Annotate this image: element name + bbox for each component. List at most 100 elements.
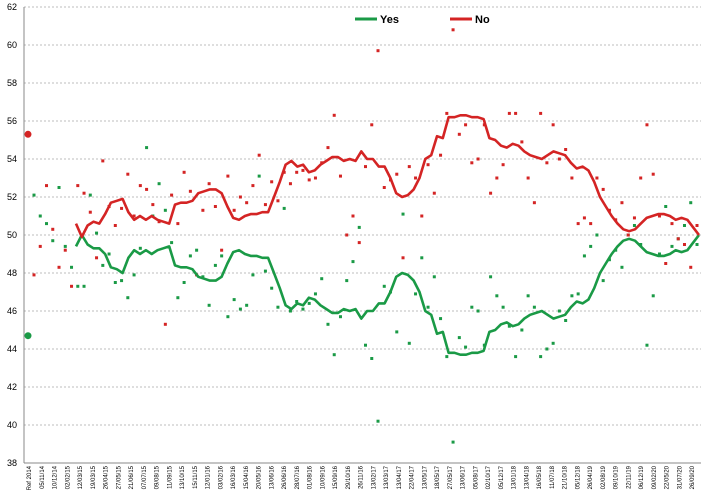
- poll-point-no: [657, 214, 661, 218]
- poll-point-yes: [213, 263, 217, 267]
- x-tick-label: 13/01/18: [512, 465, 518, 489]
- x-tick-label: 05/08/17: [473, 465, 479, 489]
- poll-point-yes: [251, 273, 255, 277]
- poll-point-yes: [120, 279, 124, 283]
- poll-point-yes: [445, 355, 449, 359]
- poll-point-no: [51, 227, 55, 231]
- x-tick-label: 29/10/16: [346, 465, 352, 489]
- poll-point-no: [70, 284, 74, 288]
- poll-point-no: [639, 176, 643, 180]
- poll-point-no: [220, 248, 224, 252]
- poll-point-no: [476, 157, 480, 161]
- poll-point-no: [138, 184, 142, 188]
- poll-point-no: [545, 161, 549, 165]
- poll-point-no: [151, 203, 155, 207]
- x-tick-label: 10/12/14: [53, 465, 59, 489]
- poll-point-yes: [539, 355, 543, 359]
- poll-point-yes: [570, 294, 574, 298]
- x-tick-label: 15/09/16: [333, 465, 339, 489]
- poll-point-no: [620, 201, 624, 205]
- poll-point-yes: [439, 317, 443, 321]
- poll-point-no: [295, 170, 299, 174]
- poll-point-no: [682, 243, 686, 246]
- poll-point-no: [489, 191, 493, 195]
- poll-point-yes: [395, 330, 399, 334]
- poll-point-yes: [57, 186, 61, 189]
- poll-point-no: [576, 222, 580, 226]
- referendum-no-marker: [24, 130, 32, 138]
- poll-point-yes: [170, 241, 174, 245]
- poll-point-yes: [51, 239, 55, 243]
- poll-point-yes: [495, 294, 499, 298]
- poll-point-yes: [107, 252, 111, 256]
- x-tick-label: 18/05/17: [435, 465, 441, 489]
- poll-point-yes: [288, 309, 292, 313]
- poll-point-no: [564, 148, 568, 151]
- x-tick-label: 13/04/17: [397, 465, 403, 489]
- x-tick-label: Ref 2014: [27, 465, 33, 490]
- poll-point-no: [551, 123, 555, 127]
- x-tick-label: 21/06/15: [129, 465, 135, 489]
- y-tick-label: 48: [7, 268, 17, 278]
- poll-point-no: [313, 176, 317, 180]
- poll-point-no: [113, 224, 117, 227]
- x-tick-label: 09/02/20: [652, 465, 658, 489]
- poll-point-yes: [307, 301, 311, 305]
- poll-point-no: [163, 322, 167, 326]
- poll-point-yes: [345, 279, 349, 283]
- poll-point-no: [364, 165, 367, 169]
- x-tick-label: 02/02/15: [65, 465, 71, 489]
- poll-point-yes: [420, 256, 424, 260]
- poll-point-yes: [113, 281, 117, 284]
- poll-point-no: [470, 161, 474, 165]
- poll-point-no: [382, 186, 386, 189]
- legend-no-label: No: [475, 14, 490, 26]
- poll-point-no: [76, 184, 80, 188]
- poll-point-no: [132, 214, 136, 218]
- y-tick-label: 42: [7, 382, 17, 392]
- poll-point-yes: [601, 279, 605, 283]
- poll-point-no: [595, 176, 599, 180]
- x-tick-label: 13/04/18: [524, 465, 530, 489]
- y-axis: 38 40 42 44 46 48 50 52 54 56 58 60 62: [7, 2, 25, 468]
- poll-point-yes: [407, 341, 411, 345]
- poll-point-no: [182, 170, 186, 174]
- poll-point-no: [251, 184, 255, 188]
- poll-point-yes: [101, 263, 105, 267]
- y-tick-label: 54: [7, 154, 17, 164]
- poll-point-yes: [595, 233, 599, 237]
- poll-point-no: [526, 176, 530, 180]
- poll-point-no: [207, 182, 211, 186]
- poll-point-yes: [295, 300, 299, 303]
- x-tick-label: 26/11/16: [359, 465, 365, 489]
- poll-point-no: [32, 273, 36, 277]
- poll-point-no: [464, 123, 468, 127]
- poll-point-yes: [364, 343, 367, 347]
- x-tick-label: 01/08/16: [308, 465, 314, 489]
- poll-point-yes: [313, 292, 317, 296]
- poll-point-yes: [163, 208, 167, 212]
- poll-point-no: [401, 256, 405, 260]
- x-tick-label: 27/05/15: [116, 465, 122, 489]
- poll-point-yes: [557, 309, 561, 313]
- poll-point-yes: [145, 146, 149, 150]
- x-tick-label: 13/10/15: [180, 465, 186, 489]
- x-tick-label: 15/11/15: [193, 465, 199, 489]
- poll-point-yes: [238, 307, 242, 311]
- poll-point-no: [145, 187, 149, 191]
- poll-point-yes: [689, 201, 693, 205]
- poll-point-yes: [338, 315, 342, 319]
- poll-point-yes: [514, 355, 518, 359]
- poll-point-yes: [357, 225, 361, 229]
- poll-point-yes: [232, 298, 236, 302]
- x-tick-label: 11/07/18: [550, 465, 556, 489]
- poll-point-no: [45, 184, 49, 188]
- x-tick-label: 09/08/15: [155, 465, 161, 489]
- poll-point-yes: [451, 440, 455, 444]
- x-axis: Ref 2014 05/11/14 10/12/14 02/02/15 12/03/15…: [24, 462, 701, 490]
- poll-point-yes: [32, 193, 36, 197]
- poll-point-no: [439, 153, 443, 157]
- x-tick-label: 10/09/16: [320, 465, 326, 489]
- poll-point-no: [170, 193, 174, 197]
